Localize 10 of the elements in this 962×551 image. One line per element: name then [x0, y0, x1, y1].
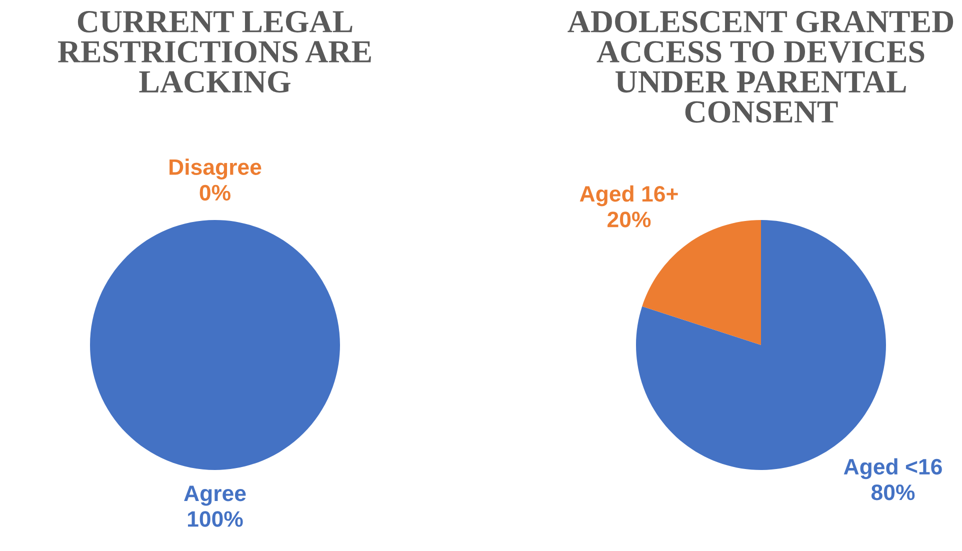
- text: 0%: [200, 184, 230, 201]
- category-label: Disagree: [170, 158, 262, 180]
- data-label: 80%: [871, 484, 915, 500]
- data-label: 100%: [188, 511, 243, 527]
- slice-label: Aged <16: [844, 458, 942, 480]
- chart-title: CURRENT LEGAL RESTRICTIONS ARE LACKING: [58, 11, 371, 93]
- data-label: 20%: [608, 212, 651, 228]
- slice-label: Agree: [184, 486, 246, 506]
- chart-title: ADOLESCENT GRANTED ACCESS TO DEVICES UNDER PARENTAL CONSENT: [568, 11, 954, 123]
- slice-label: Aged 16+: [580, 185, 678, 206]
